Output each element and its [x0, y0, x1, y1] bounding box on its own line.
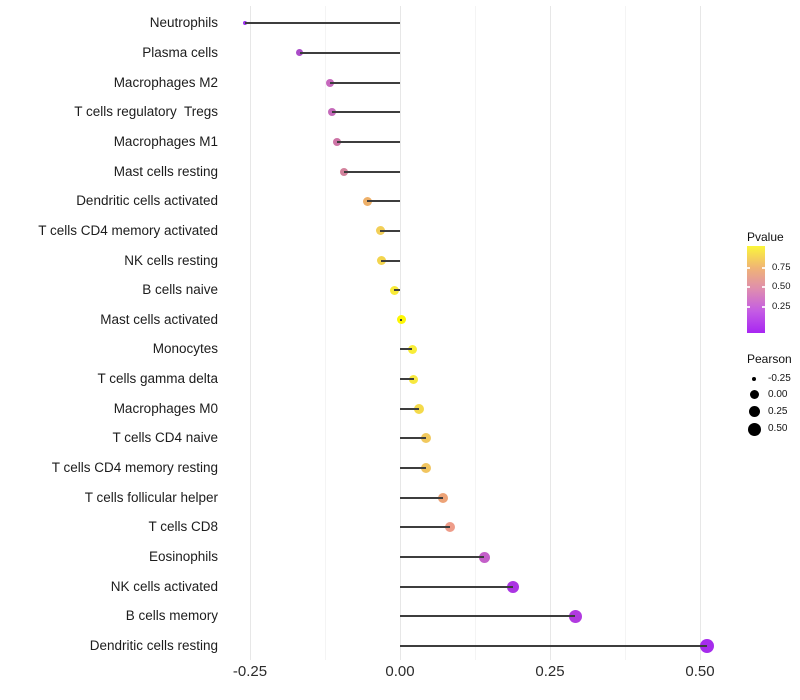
pearson-legend-entry: 0.50 [740, 422, 800, 436]
lollipop-dot [568, 609, 582, 623]
lollipop-stem [381, 259, 400, 262]
y-axis-label: Dendritic cells activated [76, 193, 218, 209]
lollipop-stem [337, 140, 400, 143]
x-axis-tick-label: 0.50 [685, 663, 715, 680]
pearson-legend-label: 0.50 [768, 423, 788, 434]
pvalue-bar-tick-left [747, 286, 750, 288]
lollipop-dot [437, 492, 448, 503]
y-axis-label: Monocytes [152, 341, 218, 357]
y-axis-label: T cells CD8 [148, 519, 218, 535]
pearson-legend-entry: 0.00 [740, 388, 800, 402]
y-axis-label: Eosinophils [148, 549, 218, 564]
y-axis-label: Macrophages M2 [113, 74, 218, 90]
pvalue-tick-label: 0.50 [772, 281, 791, 292]
lollipop-stem [344, 170, 400, 173]
gridline-major [700, 6, 701, 660]
lollipop-stem [400, 644, 708, 647]
pvalue-color-legend: Pvalue 0.75 0.50 0.25 [740, 230, 800, 342]
lollipop-dot [397, 315, 407, 325]
x-axis-tick-label: 0.25 [535, 663, 565, 680]
pearson-legend-label: 0.25 [768, 405, 788, 417]
y-axis-label: T cells regulatory Tregs [74, 104, 218, 120]
lollipop-dot [407, 344, 417, 354]
plot-panel [222, 6, 735, 660]
pearson-legend-label: 0.00 [768, 388, 788, 400]
y-axis-label: T cells CD4 memory resting [51, 460, 218, 476]
x-axis-tick-label: -0.25 [232, 663, 268, 680]
pvalue-tick-label: 0.75 [772, 262, 791, 273]
lollipop-stem [400, 318, 402, 321]
y-axis-label: Macrophages M0 [113, 400, 218, 416]
pearson-legend-dot [749, 390, 759, 399]
lollipop-dot [420, 433, 431, 444]
lollipop-stem [400, 526, 450, 529]
gridline-major [400, 6, 401, 660]
pvalue-gradient-bar [747, 246, 765, 333]
pvalue-bar-tick-right [762, 286, 765, 288]
lollipop-dot [413, 403, 424, 414]
lollipop-dot [478, 551, 490, 563]
x-axis-tick-label: 0.00 [385, 663, 415, 680]
lollipop-stem [400, 496, 443, 499]
lollipop-dot [421, 463, 432, 474]
lollipop-stem [400, 585, 514, 588]
lollipop-dot [507, 580, 520, 593]
y-axis-label: Plasma cells [142, 44, 218, 60]
gridline-minor [325, 6, 326, 660]
y-axis-label: T cells CD4 naive [112, 430, 218, 446]
y-axis-label: B cells memory [125, 608, 218, 624]
lollipop-stem [400, 615, 576, 618]
gridline-major [250, 6, 251, 660]
pearson-legend-dot [748, 406, 760, 417]
lollipop-stem [400, 348, 412, 351]
y-axis-label: T cells follicular helper [84, 489, 218, 505]
lollipop-stem [330, 81, 400, 84]
y-axis-label: B cells naive [142, 282, 218, 298]
lollipop-stem [400, 437, 426, 440]
pvalue-tick-label: 0.25 [772, 301, 791, 312]
lollipop-dot [444, 522, 455, 533]
lollipop-stem [400, 556, 484, 558]
gridline-major [550, 6, 551, 660]
lollipop-stem [331, 111, 400, 114]
y-axis-label: T cells CD4 memory activated [38, 222, 218, 238]
y-axis-label: NK cells activated [110, 578, 218, 594]
lollipop-stem [394, 289, 400, 292]
pearson-legend-entry: -0.25 [740, 372, 800, 386]
lollipop-stem [299, 51, 400, 54]
y-axis-label: Mast cells resting [113, 163, 218, 179]
pearson-legend-dot [747, 422, 761, 436]
pvalue-bar-tick-left [747, 267, 750, 269]
pearson-legend-label: -0.25 [768, 373, 791, 384]
lollipop-stem [400, 407, 419, 410]
lollipop-stem [400, 467, 427, 470]
gridline-minor [625, 6, 626, 660]
pvalue-bar-tick-left [747, 306, 750, 308]
y-axis-label: Macrophages M1 [113, 133, 218, 149]
pearson-size-legend: Pearson -0.25 0.00 0.25 0.50 [740, 352, 800, 444]
lollipop-stem [400, 378, 414, 381]
pearson-legend-title: Pearson [747, 352, 792, 366]
y-axis-label: Neutrophils [149, 15, 218, 31]
pvalue-bar-tick-right [762, 306, 765, 308]
y-axis-label: NK cells resting [124, 252, 218, 268]
pvalue-bar-tick-right [762, 267, 765, 269]
lollipop-stem [244, 22, 400, 25]
gridline-minor [475, 6, 476, 660]
lollipop-dot [700, 638, 715, 653]
pearson-legend-dot [752, 377, 756, 381]
y-axis-label: Mast cells activated [100, 311, 218, 327]
y-axis-label: T cells gamma delta [97, 371, 218, 387]
lollipop-dot [409, 374, 419, 384]
pvalue-legend-title: Pvalue [747, 230, 784, 244]
lollipop-stem [380, 229, 400, 232]
y-axis-label: Dendritic cells resting [89, 637, 218, 653]
pearson-legend-entry: 0.25 [740, 405, 800, 419]
lollipop-stem [367, 200, 400, 203]
